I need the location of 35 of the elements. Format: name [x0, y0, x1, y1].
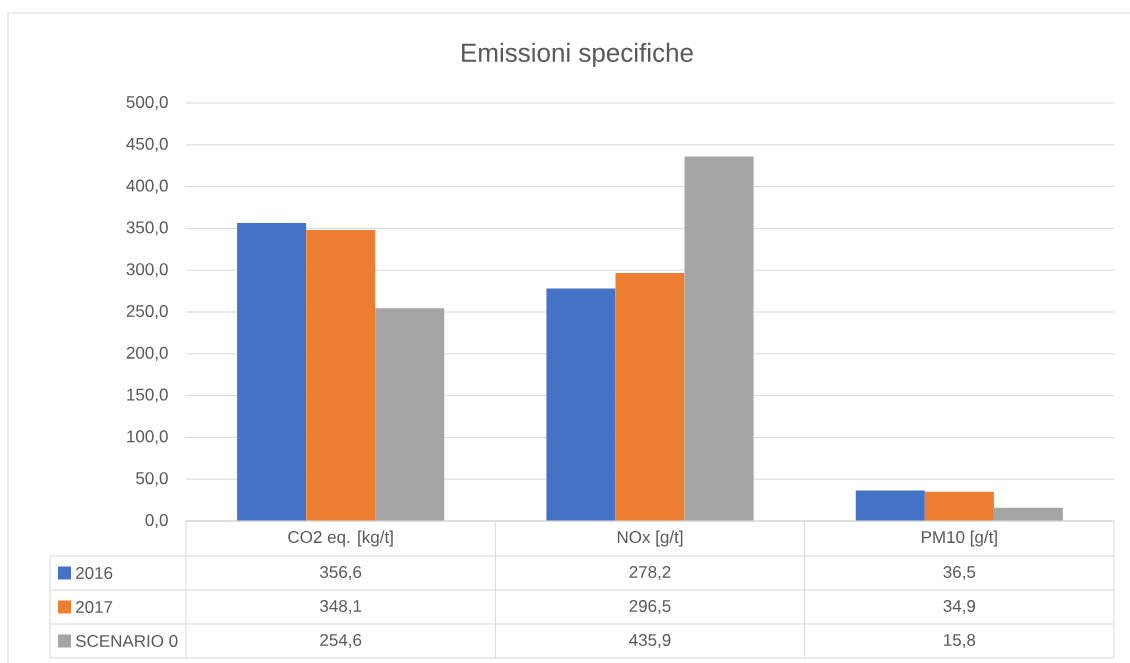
data-label: 34,9	[943, 599, 976, 615]
data-label: 278,2	[629, 565, 671, 581]
y-tick-label: 100,0	[127, 430, 168, 445]
y-tick-label: 50,0	[136, 472, 168, 487]
bar	[924, 491, 994, 521]
data-label: 296,5	[629, 599, 671, 615]
bar	[306, 229, 376, 521]
legend-label: 2017	[76, 600, 113, 614]
y-tick-label: 150,0	[127, 388, 168, 403]
chart-title: Emissioni specifiche	[462, 42, 693, 68]
data-label: 36,5	[943, 565, 976, 581]
data-label: 356,6	[320, 565, 362, 581]
x-tick-label: PM10 [g/t]	[921, 530, 997, 547]
y-tick-label: 400,0	[126, 179, 168, 194]
x-tick-label: NOx [g/t]	[617, 530, 683, 547]
y-tick-label: 200,0	[126, 346, 168, 361]
legend-label: SCENARIO 0	[75, 634, 178, 648]
data-label: 435,9	[629, 633, 671, 649]
legend-label: 2016	[76, 566, 113, 580]
y-tick-label: 300,0	[126, 263, 168, 278]
y-tick-label: 500,0	[126, 95, 168, 111]
data-label: 348,1	[320, 599, 362, 615]
bar	[855, 490, 925, 521]
bar	[375, 308, 445, 521]
data-label: 15,8	[944, 633, 976, 649]
x-tick-label: CO2 eq. [kg/t]	[288, 530, 393, 547]
bar	[684, 156, 754, 521]
bar	[615, 273, 685, 521]
y-tick-label: 450,0	[126, 137, 168, 152]
bar	[237, 222, 307, 521]
bar	[546, 288, 616, 521]
y-tick-label: 350,0	[126, 221, 168, 236]
y-tick-label: 0,0	[145, 513, 168, 529]
y-tick-label: 250,0	[126, 304, 168, 320]
data-label: 254,6	[320, 633, 362, 649]
